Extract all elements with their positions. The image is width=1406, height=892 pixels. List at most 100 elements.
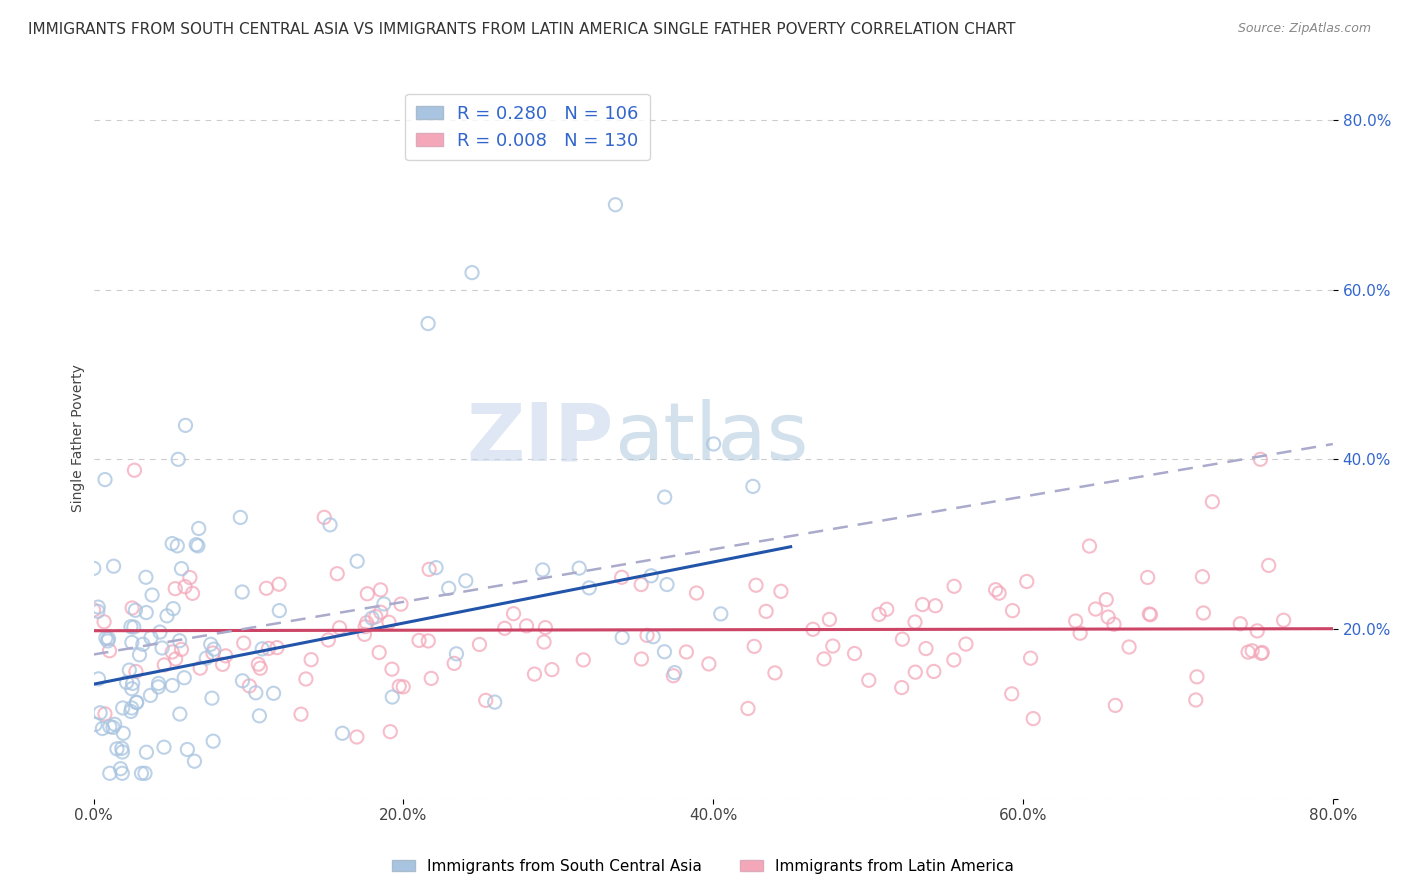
- Point: [741, 479, 763, 493]
- Point: [943, 579, 966, 593]
- Point: [1136, 570, 1159, 584]
- Point: [120, 705, 142, 719]
- Point: [612, 631, 634, 645]
- Point: [370, 582, 392, 597]
- Point: [844, 647, 866, 661]
- Text: Source: ZipAtlas.com: Source: ZipAtlas.com: [1237, 22, 1371, 36]
- Point: [249, 708, 271, 723]
- Legend: Immigrants from South Central Asia, Immigrants from Latin America: Immigrants from South Central Asia, Immi…: [385, 853, 1021, 880]
- Point: [534, 621, 557, 635]
- Point: [124, 463, 146, 477]
- Point: [98, 766, 121, 780]
- Point: [1250, 646, 1272, 660]
- Point: [541, 663, 564, 677]
- Point: [425, 560, 447, 574]
- Point: [122, 620, 145, 634]
- Point: [267, 577, 290, 591]
- Point: [247, 657, 270, 672]
- Point: [173, 671, 195, 685]
- Point: [533, 635, 555, 649]
- Point: [111, 741, 134, 756]
- Point: [461, 266, 484, 280]
- Point: [139, 689, 162, 703]
- Point: [763, 665, 786, 680]
- Point: [420, 672, 443, 686]
- Point: [135, 745, 157, 759]
- Legend: R = 0.280   N = 106, R = 0.008   N = 130: R = 0.280 N = 106, R = 0.008 N = 130: [405, 94, 650, 161]
- Point: [214, 648, 236, 663]
- Point: [153, 740, 176, 755]
- Point: [515, 619, 537, 633]
- Point: [891, 632, 914, 647]
- Point: [183, 754, 205, 768]
- Point: [111, 745, 134, 759]
- Point: [97, 634, 120, 648]
- Point: [131, 766, 153, 780]
- Point: [176, 742, 198, 756]
- Point: [1097, 610, 1119, 624]
- Point: [249, 661, 271, 675]
- Point: [121, 635, 143, 649]
- Point: [149, 625, 172, 640]
- Point: [318, 632, 340, 647]
- Point: [1185, 670, 1208, 684]
- Point: [890, 681, 912, 695]
- Point: [93, 615, 115, 629]
- Point: [139, 631, 162, 645]
- Point: [329, 621, 352, 635]
- Point: [257, 641, 280, 656]
- Point: [818, 612, 841, 626]
- Point: [231, 585, 253, 599]
- Point: [755, 604, 778, 618]
- Point: [1019, 651, 1042, 665]
- Point: [1201, 494, 1223, 508]
- Point: [150, 640, 173, 655]
- Point: [474, 693, 496, 707]
- Point: [250, 641, 273, 656]
- Point: [392, 680, 415, 694]
- Point: [121, 601, 143, 615]
- Point: [737, 701, 759, 715]
- Point: [314, 510, 336, 524]
- Point: [94, 631, 117, 645]
- Point: [354, 620, 377, 634]
- Point: [630, 577, 652, 591]
- Point: [179, 570, 201, 584]
- Point: [924, 599, 946, 613]
- Point: [353, 627, 375, 641]
- Point: [654, 645, 676, 659]
- Point: [188, 661, 211, 675]
- Point: [1084, 602, 1107, 616]
- Point: [134, 766, 156, 780]
- Point: [801, 622, 824, 636]
- Point: [381, 662, 404, 676]
- Point: [83, 603, 105, 617]
- Point: [380, 724, 402, 739]
- Point: [675, 645, 697, 659]
- Point: [121, 681, 143, 696]
- Point: [186, 538, 208, 552]
- Point: [332, 726, 354, 740]
- Point: [418, 562, 440, 576]
- Point: [381, 690, 404, 704]
- Point: [640, 569, 662, 583]
- Point: [388, 679, 411, 693]
- Point: [89, 706, 111, 720]
- Point: [443, 657, 465, 671]
- Point: [202, 642, 225, 657]
- Point: [364, 609, 387, 624]
- Point: [745, 578, 768, 592]
- Point: [1246, 624, 1268, 638]
- Point: [703, 437, 725, 451]
- Point: [389, 597, 412, 611]
- Point: [269, 604, 291, 618]
- Point: [83, 561, 105, 575]
- Point: [87, 672, 110, 686]
- Point: [643, 630, 665, 644]
- Point: [942, 653, 965, 667]
- Point: [160, 536, 183, 550]
- Point: [148, 676, 170, 690]
- Point: [922, 665, 945, 679]
- Point: [1102, 617, 1125, 632]
- Point: [165, 582, 187, 596]
